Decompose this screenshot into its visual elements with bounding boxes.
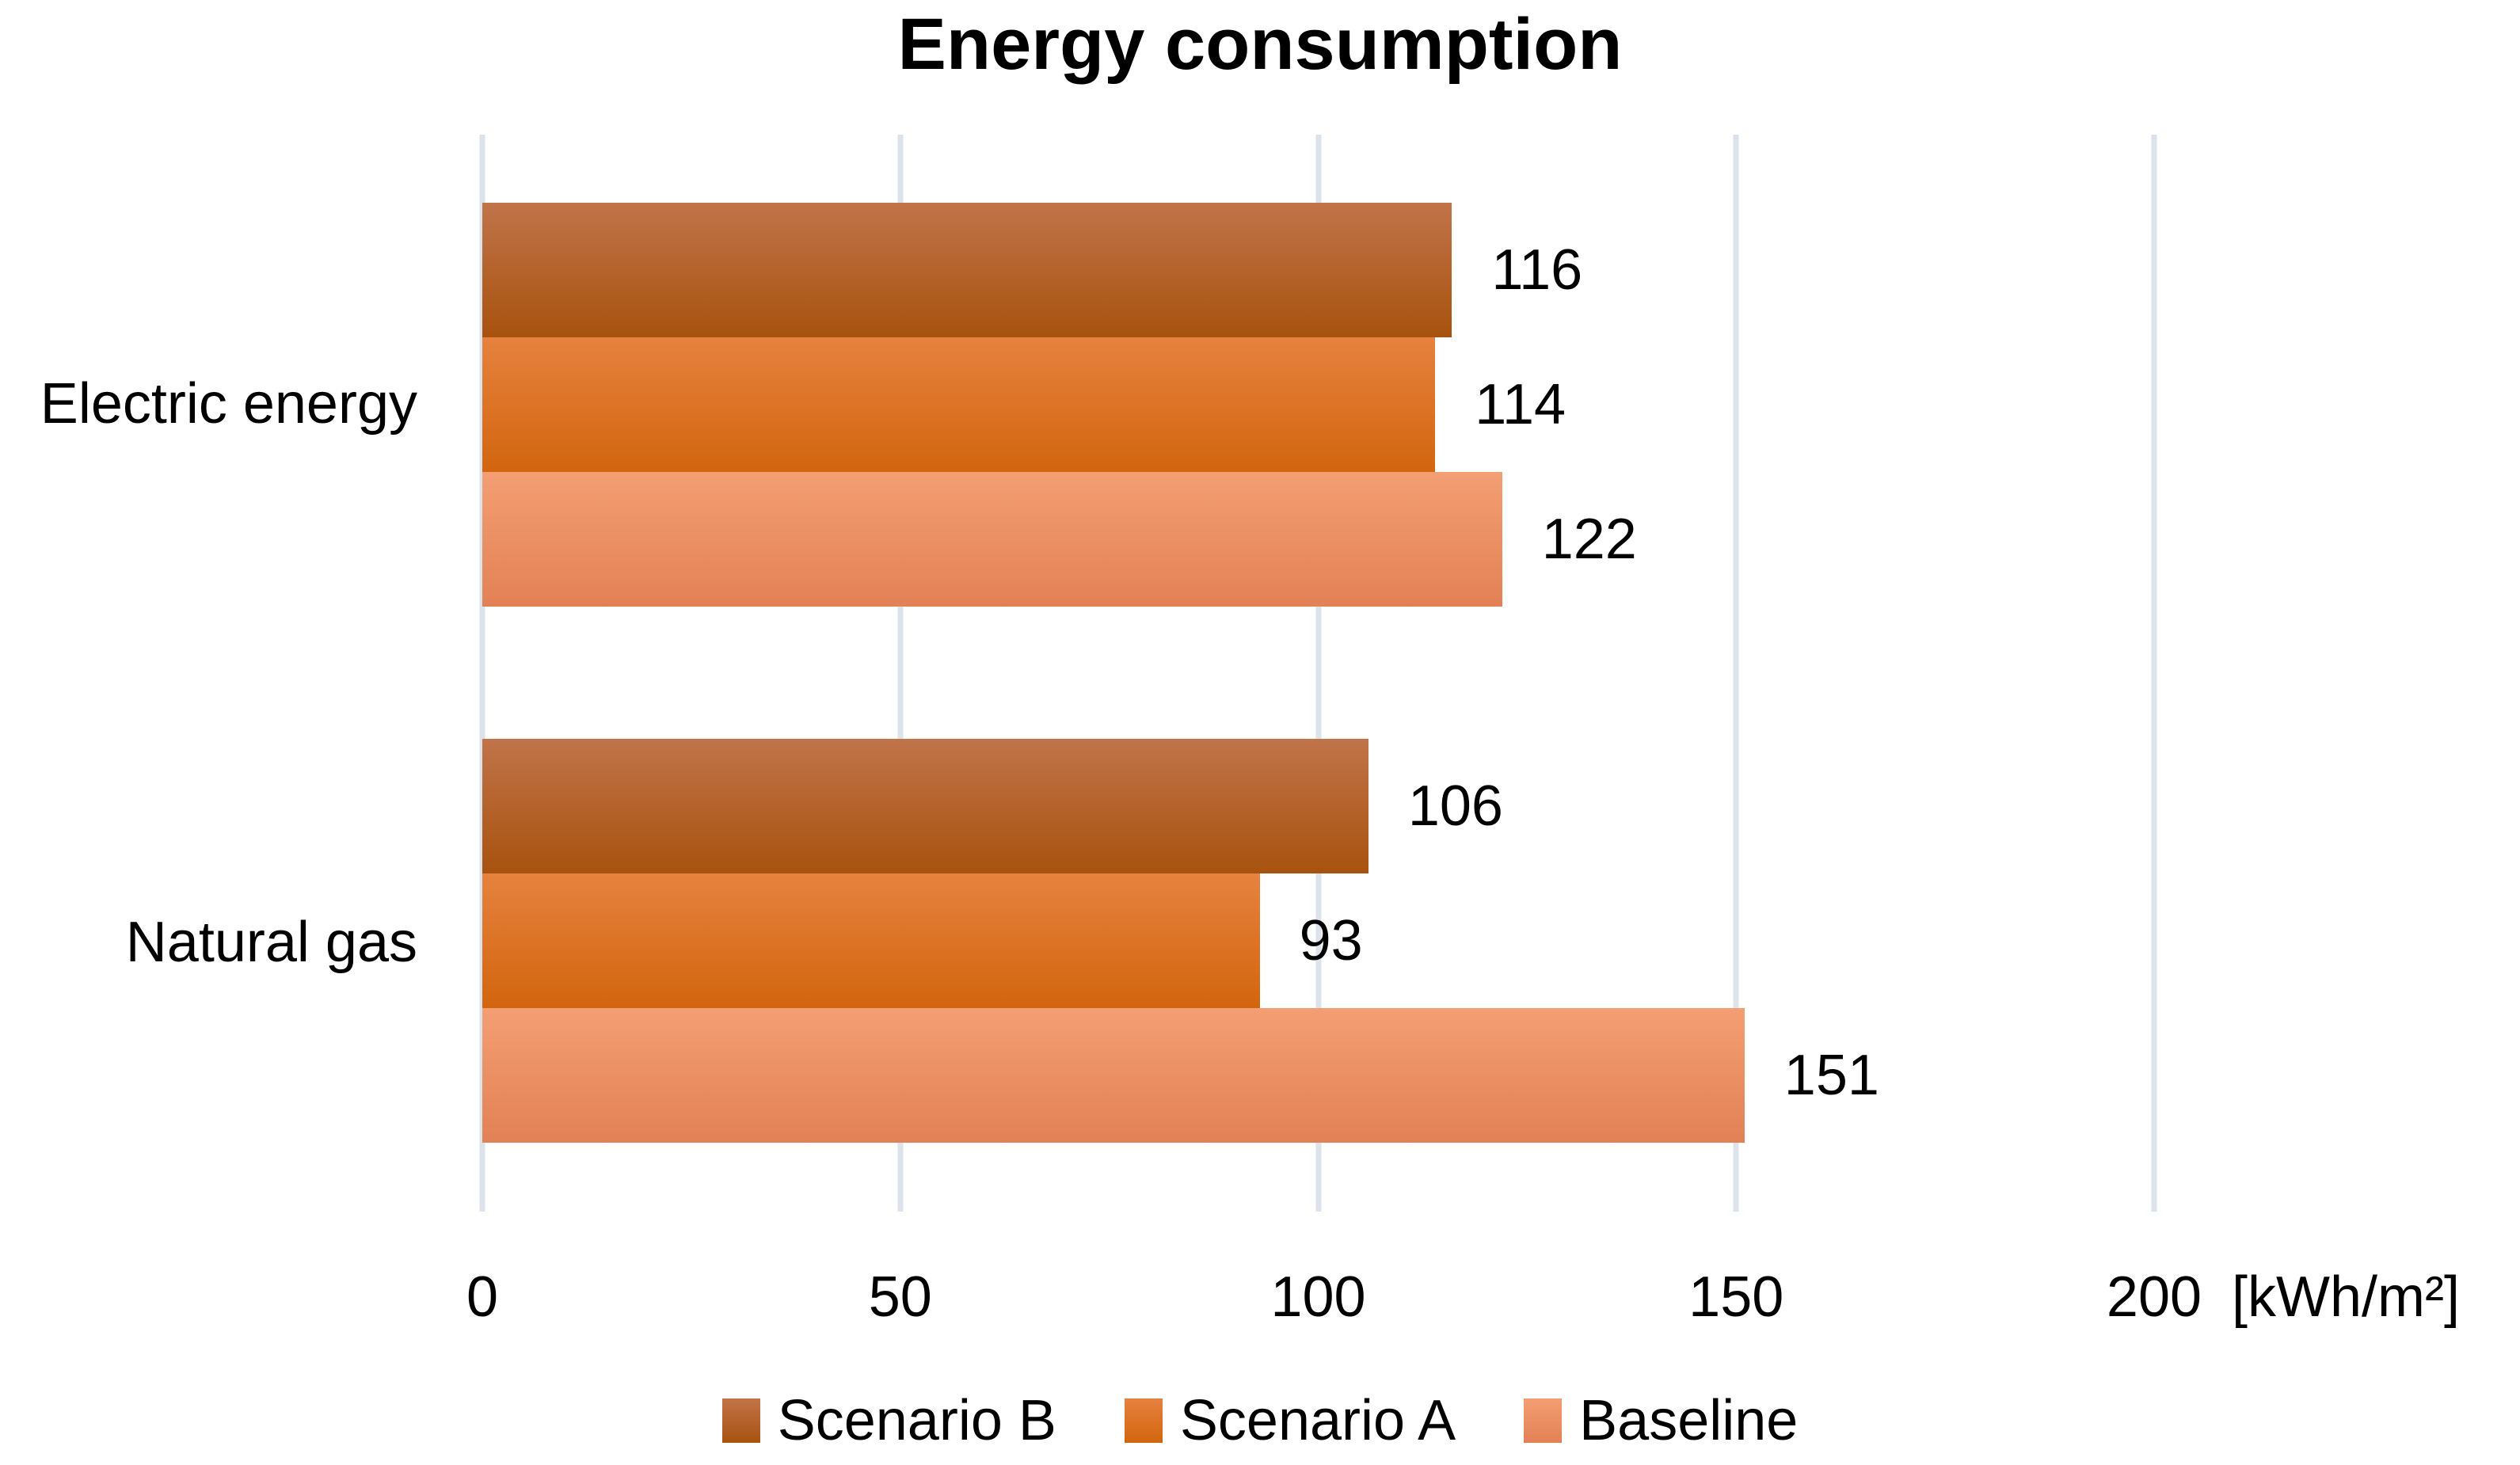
chart-title: Energy consumption <box>897 4 1623 85</box>
legend-label-scenario-a: Scenario A <box>1179 1389 1456 1452</box>
bar-natural-gas-scenario-b <box>482 739 1368 873</box>
legend-item-baseline: Baseline <box>1524 1392 1798 1449</box>
category-label-natural-gas: Natural gas <box>125 911 417 974</box>
data-label-electric-energy-scenario-a: 114 <box>1475 373 1566 436</box>
bar-electric-energy-baseline <box>482 472 1502 607</box>
legend-swatch-baseline-icon <box>1524 1398 1563 1443</box>
plot-area: 116 114 122 106 93 151 <box>479 135 2157 1212</box>
data-label-natural-gas-baseline: 151 <box>1783 1044 1879 1107</box>
data-label-electric-energy-scenario-b: 116 <box>1491 238 1583 302</box>
bar-electric-energy-scenario-b <box>482 203 1452 337</box>
legend-item-scenario-a: Scenario A <box>1124 1389 1456 1452</box>
category-axis: Electric energy Natural gas <box>0 0 417 1465</box>
bar-natural-gas-scenario-a <box>482 873 1260 1008</box>
x-tick-50: 50 <box>868 1265 932 1329</box>
legend-label-baseline: Baseline <box>1579 1389 1799 1452</box>
x-axis-unit-label: [kWh/m²] <box>2232 1265 2460 1329</box>
x-tick-0: 0 <box>466 1265 499 1329</box>
x-tick-200: 200 <box>2106 1265 2202 1329</box>
legend-swatch-scenario-b-icon <box>721 1398 760 1443</box>
legend: Scenario B Scenario A Baseline <box>0 1384 2520 1457</box>
x-axis-ticks: 0 50 100 150 200 <box>466 1265 2202 1332</box>
category-label-electric-energy: Electric energy <box>40 372 417 436</box>
data-label-electric-energy-baseline: 122 <box>1541 508 1637 571</box>
data-label-natural-gas-scenario-b: 106 <box>1407 774 1503 838</box>
gridline-100 <box>1315 135 1321 1212</box>
gridline-200 <box>2151 135 2157 1212</box>
data-label-natural-gas-scenario-a: 93 <box>1299 909 1363 972</box>
bar-electric-energy-scenario-a <box>482 337 1436 472</box>
gridline-150 <box>1733 135 1739 1212</box>
x-tick-150: 150 <box>1688 1265 1784 1329</box>
gridline-50 <box>897 135 904 1212</box>
x-tick-100: 100 <box>1270 1265 1366 1329</box>
gridline-0 <box>479 135 485 1212</box>
legend-item-scenario-b: Scenario B <box>721 1389 1056 1452</box>
legend-label-scenario-b: Scenario B <box>777 1389 1056 1452</box>
bar-natural-gas-baseline <box>482 1008 1745 1143</box>
legend-swatch-scenario-a-icon <box>1124 1398 1163 1443</box>
